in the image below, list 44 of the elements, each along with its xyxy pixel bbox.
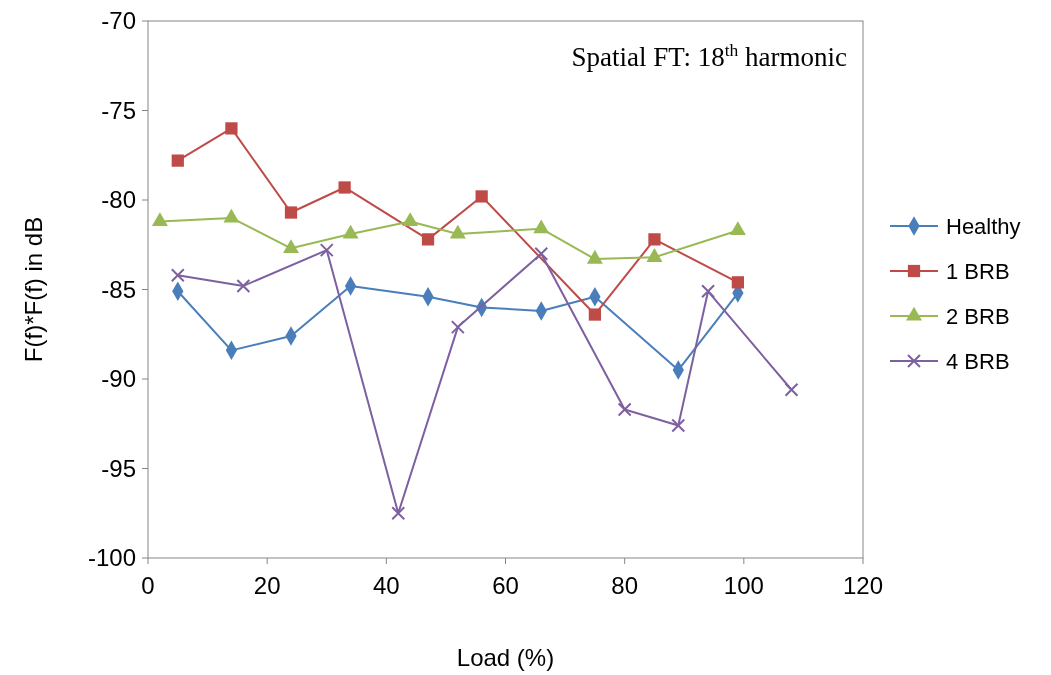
y-tick-label: -75 bbox=[101, 96, 136, 124]
x-tick-label: 20 bbox=[253, 572, 281, 599]
legend-label: 1 BRB bbox=[946, 258, 1010, 284]
point bbox=[391, 506, 406, 521]
point bbox=[402, 212, 419, 227]
x-tick-label: 100 bbox=[723, 572, 764, 599]
point bbox=[225, 122, 238, 135]
point bbox=[170, 268, 185, 283]
point bbox=[731, 276, 744, 289]
point bbox=[236, 278, 251, 293]
x-axis-title: Load (%) bbox=[456, 644, 555, 671]
point bbox=[617, 402, 632, 417]
annotation: Spatial FT: 18$^{th}$ harmonic bbox=[571, 40, 848, 72]
legend-label: Healthy bbox=[946, 213, 1021, 239]
y-tick-label: -100 bbox=[87, 544, 136, 572]
point bbox=[671, 418, 686, 433]
x-tick-label: 80 bbox=[611, 572, 639, 599]
point bbox=[151, 212, 168, 227]
point bbox=[319, 243, 334, 258]
legend-label: 4 BRB bbox=[946, 348, 1010, 374]
point bbox=[338, 181, 351, 194]
y-tick-label: -80 bbox=[101, 186, 136, 214]
x-tick-label: 0 bbox=[141, 572, 155, 599]
point bbox=[284, 206, 298, 219]
x-tick-label: 40 bbox=[372, 572, 400, 599]
x-tick-label: 120 bbox=[842, 572, 884, 599]
y-tick-label: -95 bbox=[101, 454, 136, 482]
point bbox=[784, 382, 799, 397]
y-tick-label: -85 bbox=[101, 275, 136, 303]
point bbox=[533, 219, 550, 234]
point bbox=[450, 320, 465, 335]
y-axis-title: F(f)*F(f) in dB bbox=[20, 216, 47, 363]
point bbox=[588, 308, 601, 321]
point bbox=[648, 233, 661, 246]
x-tick-label: 60 bbox=[492, 572, 519, 599]
y-tick-label: -90 bbox=[101, 365, 136, 393]
point bbox=[171, 154, 184, 167]
point bbox=[421, 233, 435, 246]
legend-label: 2 BRB bbox=[946, 303, 1010, 329]
point bbox=[701, 284, 716, 299]
point bbox=[534, 246, 549, 261]
point bbox=[475, 190, 488, 203]
y-tick-label: -70 bbox=[101, 7, 136, 35]
point bbox=[729, 221, 746, 236]
